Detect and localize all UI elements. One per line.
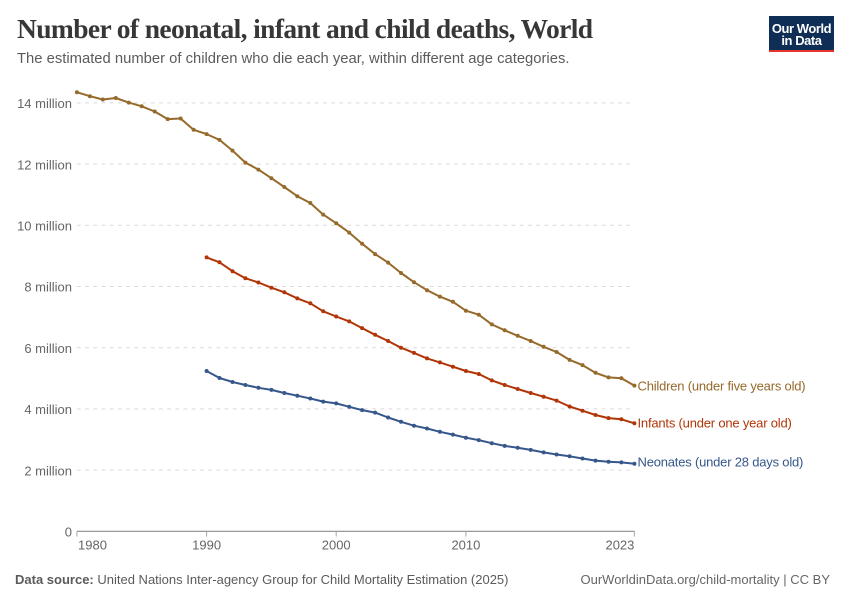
svg-text:2023: 2023 bbox=[605, 538, 634, 553]
svg-text:12 million: 12 million bbox=[17, 157, 72, 172]
svg-text:2010: 2010 bbox=[451, 538, 480, 553]
svg-text:1980: 1980 bbox=[78, 538, 107, 553]
svg-text:0: 0 bbox=[65, 525, 72, 540]
svg-text:Infants (under one year old): Infants (under one year old) bbox=[638, 416, 792, 431]
svg-text:14 million: 14 million bbox=[17, 96, 72, 111]
svg-text:Children (under five years old: Children (under five years old) bbox=[638, 379, 806, 394]
svg-text:1990: 1990 bbox=[192, 538, 221, 553]
svg-text:Neonates (under 28 days old): Neonates (under 28 days old) bbox=[638, 455, 804, 470]
svg-text:10 million: 10 million bbox=[17, 219, 72, 234]
svg-text:2 million: 2 million bbox=[24, 463, 72, 478]
svg-text:2000: 2000 bbox=[322, 538, 351, 553]
svg-text:6 million: 6 million bbox=[24, 341, 72, 356]
svg-text:4 million: 4 million bbox=[24, 402, 72, 417]
svg-text:8 million: 8 million bbox=[24, 280, 72, 295]
